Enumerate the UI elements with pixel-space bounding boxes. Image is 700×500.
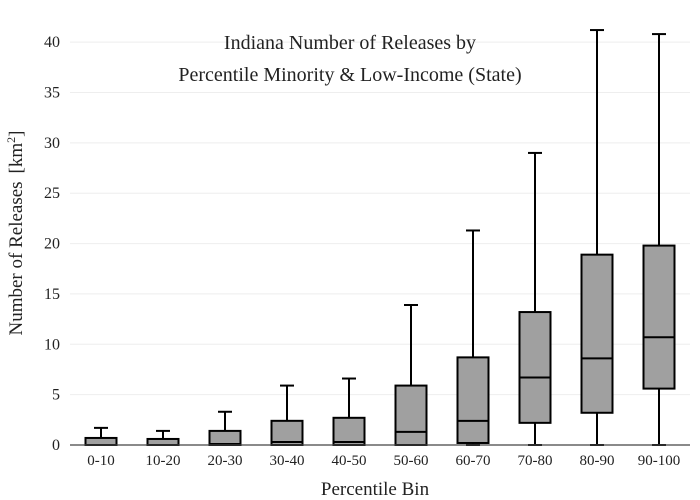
y-tick-label: 15 [44, 286, 60, 303]
y-tick-label: 35 [44, 85, 60, 102]
labels-layer: 0 5 10 15 20 25 30 35 40 0-10 10-20 20-30 30-40 40-50… [4, 32, 680, 500]
x-tick-label-80-90: 80-90 [580, 453, 615, 469]
y-axis-label-main: Number of Releases [6, 181, 27, 335]
x-tick-label-60-70: 60-70 [456, 453, 491, 469]
boxes-layer [84, 29, 676, 447]
x-tick-label-40-50: 40-50 [332, 453, 367, 469]
x-tick-label-30-40: 30-40 [270, 453, 305, 469]
y-tick-label: 10 [44, 336, 60, 353]
y-axis-label: Number of Releases [km2] [4, 131, 27, 336]
box-80-90 [580, 253, 614, 414]
y-tick-label: 40 [44, 34, 60, 51]
x-tick-label-50-60: 50-60 [394, 453, 429, 469]
y-axis-unit-suffix: ] [6, 131, 27, 137]
box-90-100 [642, 244, 676, 390]
y-tick-label: 0 [52, 437, 60, 454]
x-tick-label-20-30: 20-30 [208, 453, 243, 469]
grid-layer [70, 41, 690, 396]
y-axis-unit-prefix: [km [6, 143, 27, 174]
x-tick-label-90-100: 90-100 [638, 453, 681, 469]
y-tick-label: 30 [44, 135, 60, 152]
box-50-60 [394, 384, 428, 447]
box-20-30 [208, 429, 242, 446]
box-70-80 [518, 311, 552, 424]
box-60-70 [456, 356, 490, 444]
box-40-50 [332, 416, 366, 446]
box-0-10 [84, 436, 118, 447]
x-tick-label-0-10: 0-10 [87, 453, 115, 469]
x-tick-label-70-80: 70-80 [518, 453, 553, 469]
chart-title-line-2: Percentile Minority & Low-Income (State) [178, 64, 521, 86]
chart-title-line-1: Indiana Number of Releases by [224, 32, 476, 54]
y-tick-label: 20 [44, 236, 60, 253]
x-axis-label: Percentile Bin [321, 479, 430, 500]
y-axis-unit-superscript: 2 [4, 137, 18, 143]
y-tick-label: 25 [44, 185, 60, 202]
x-tick-label-10-20: 10-20 [146, 453, 181, 469]
y-tick-label: 5 [52, 387, 60, 404]
